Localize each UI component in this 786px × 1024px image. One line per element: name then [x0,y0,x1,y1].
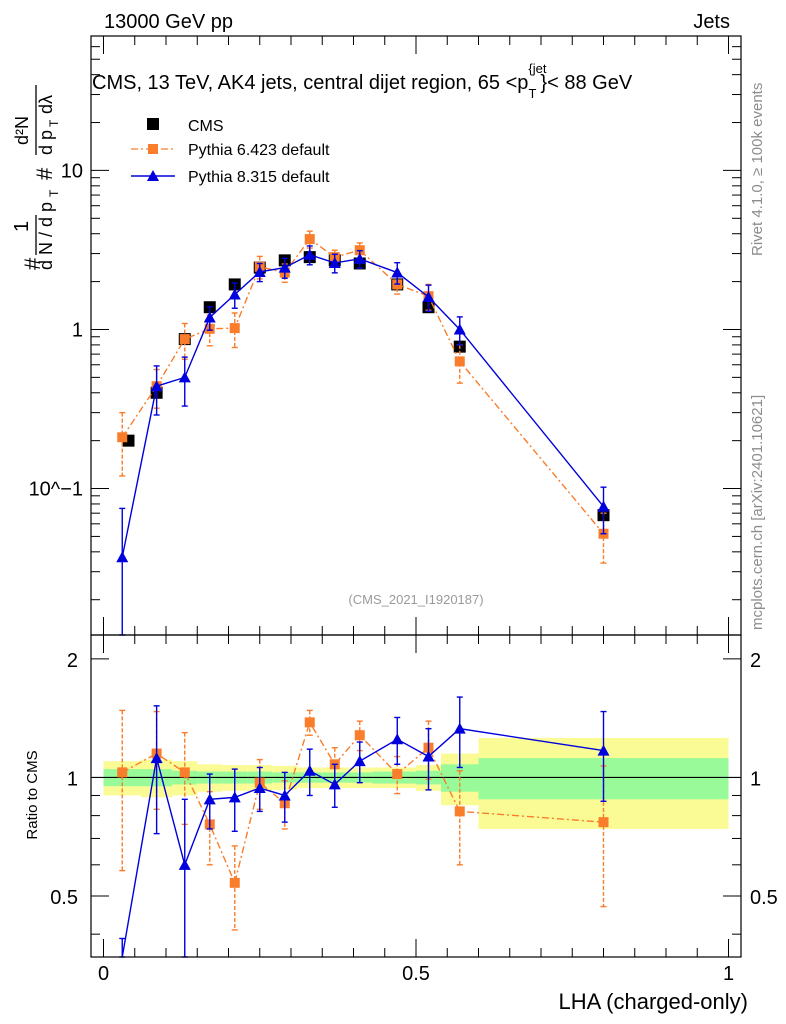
svg-text:T: T [47,119,61,127]
x-tick-label: 0.5 [402,963,430,985]
svg-text:dλ: dλ [36,95,56,114]
svg-text:#: # [20,257,45,270]
pythia8-point [597,500,610,512]
legend-cms-marker [147,118,159,130]
pythia8-point [453,323,466,335]
ratio-pythia8-point [597,744,610,756]
ratio-panel-marks [91,696,741,958]
ratio-pythia6-point [354,730,365,741]
pythia8-point [253,265,266,277]
ratio-y-tick-label-right: 1 [750,768,761,790]
ratio-pythia8-point [328,778,341,790]
legend: CMS Pythia 6.423 default Pythia 8.315 de… [131,118,330,186]
x-tick-label: 1 [723,963,734,985]
pythia6-point [117,432,128,443]
ratio-pythia6-point [304,717,315,728]
ratio-pythia8-point [422,750,435,762]
title-suffix: }< 88 GeV [540,72,632,94]
top-y-tick-label: 1 [72,319,83,341]
pythia6-line [121,238,605,535]
pythia8-point [178,371,191,383]
ratio-pythia8-point [178,858,191,870]
ratio-y-tick-label-right: 0.5 [750,887,778,909]
title-prefix: CMS, 13 TeV, AK4 jets, central dijet reg… [92,72,528,94]
plot-title: CMS, 13 TeV, AK4 jets, central dijet reg… [92,61,633,101]
title-subscript: T [528,86,536,101]
pythia8-point [328,256,341,268]
ratio-pythia8-line [121,727,604,958]
pythia6-point [304,234,315,245]
ratio-pythia8-point [278,789,291,801]
svg-text:T: T [47,189,61,197]
legend-p8-marker [147,170,159,181]
ratio-pythia6-point [229,877,240,888]
pythia6-point [454,356,465,367]
svg-text:1: 1 [11,221,33,232]
ratio-y-tick-label: 2 [67,650,78,672]
ratio-y-tick-label-right: 2 [750,650,761,672]
ratio-pythia8-point [203,793,216,805]
pythia8-point [203,311,216,323]
ratio-pythia8-point [228,791,241,803]
ratio-pythia6-point [454,806,465,817]
svg-text:d p: d p [36,130,56,155]
energy-label: 13000 GeV pp [104,11,233,33]
process-label: Jets [693,11,730,33]
ratio-pythia6-point [598,817,609,828]
ratio-pythia8-point [353,755,366,767]
analysis-id: (CMS_2021_I1920187) [348,592,483,607]
pythia8-point [150,380,163,392]
svg-text:d N / d p: d N / d p [36,202,56,270]
pythia8-point [278,261,291,273]
pythia8-point [391,266,404,278]
top-y-axis: 10^−1 1 10 [29,35,741,635]
x-axis-label: LHA (charged-only) [558,989,748,1014]
pythia8-point [228,288,241,300]
ratio-axes: 0.5 0.5 1 1 2 2 0 0.5 1 [50,635,778,985]
pythia8-point [303,248,316,260]
pythia6-point [179,334,190,345]
x-tick-label: 0 [98,963,109,985]
legend-p8-label: Pythia 8.315 default [188,169,330,186]
ratio-y-tick-label: 1 [67,768,78,790]
top-y-axis-label: # 1 d N / d p T # d²N d p T dλ [11,85,61,270]
legend-p6-label: Pythia 6.423 default [188,142,330,159]
ratio-pythia6-point [179,767,190,778]
legend-p6-marker [148,144,158,154]
top-y-tick-label: 10^−1 [29,479,83,501]
pythia8-line [121,253,605,558]
ratio-pythia6-point [392,769,403,780]
pythia6-point [229,323,240,334]
svg-text:d²N: d²N [12,116,32,145]
ratio-pythia6-point [117,767,128,778]
ratio-y-axis-label: Ratio to CMS [24,750,41,839]
ratio-pythia8-point [150,752,163,764]
top-y-tick-label: 10 [61,160,83,182]
ratio-pythia8-point [253,782,266,794]
svg-text:#: # [32,167,57,180]
pythia8-point [116,551,129,563]
ratio-pythia8-point [453,722,466,734]
pythia8-point [422,291,435,303]
rivet-label: Rivet 4.1.0, ≥ 100k events [749,83,766,256]
ratio-pythia8-point [303,764,316,776]
mcplots-label: mcplots.cern.ch [arXiv:2401.10621] [749,395,766,630]
ratio-pythia6-line [121,720,604,886]
legend-cms-label: CMS [188,118,224,135]
ratio-y-tick-label: 0.5 [50,887,78,909]
ratio-pythia8-point [391,733,404,745]
title-superscript: {jet [528,61,546,76]
pythia8-point [353,252,366,264]
top-panel-marks [116,230,610,636]
